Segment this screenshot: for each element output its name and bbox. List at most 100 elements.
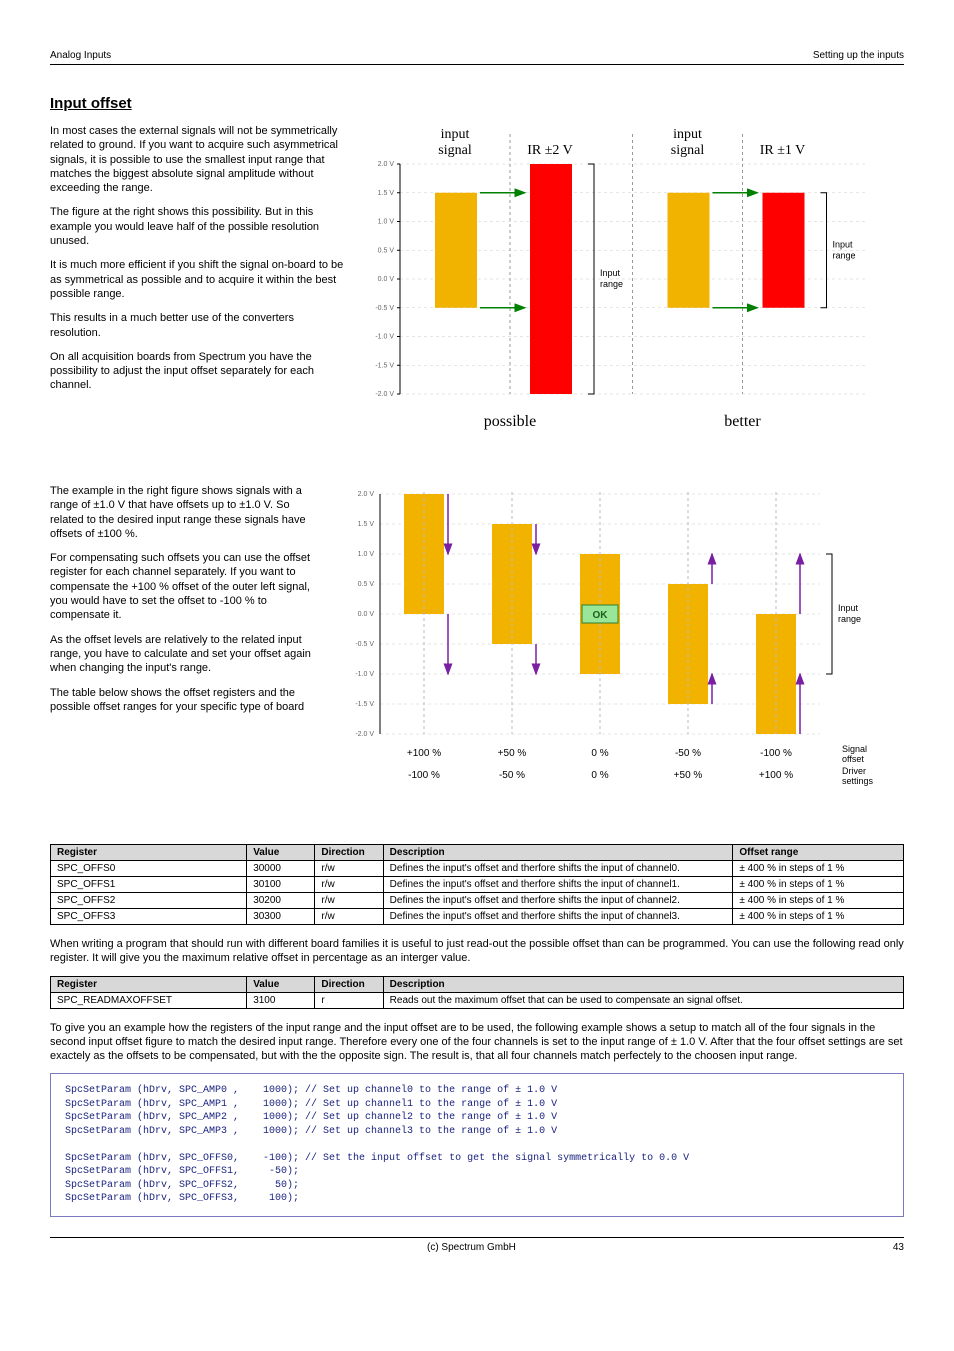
svg-text:signal: signal bbox=[671, 143, 705, 158]
para: On all acquisition boards from Spectrum … bbox=[50, 350, 345, 393]
table-header: Value bbox=[247, 845, 315, 861]
table-cell: r/w bbox=[315, 909, 383, 925]
table-cell: 30000 bbox=[247, 861, 315, 877]
table-cell: SPC_OFFS3 bbox=[51, 909, 247, 925]
para: In most cases the external signals will … bbox=[50, 124, 345, 195]
svg-text:2.0 V: 2.0 V bbox=[378, 161, 395, 168]
table-cell: Defines the input's offset and therfore … bbox=[383, 893, 733, 909]
svg-text:input: input bbox=[441, 127, 470, 142]
table-header: Register bbox=[51, 976, 247, 992]
para: The figure at the right shows this possi… bbox=[50, 205, 345, 248]
table-row: SPC_OFFS130100r/wDefines the input's off… bbox=[51, 877, 904, 893]
table-cell: r/w bbox=[315, 877, 383, 893]
svg-text:-1.0 V: -1.0 V bbox=[355, 671, 374, 678]
footer-rule bbox=[50, 1237, 904, 1238]
svg-text:-1.5 V: -1.5 V bbox=[375, 362, 394, 369]
svg-text:range: range bbox=[838, 614, 861, 624]
table-cell: 3100 bbox=[247, 992, 315, 1008]
svg-text:range: range bbox=[600, 279, 623, 289]
svg-text:OK: OK bbox=[593, 610, 609, 621]
svg-text:signal: signal bbox=[438, 143, 472, 158]
mid-text: The example in the right figure shows si… bbox=[50, 484, 325, 804]
table-cell: SPC_OFFS1 bbox=[51, 877, 247, 893]
chart1-container: 2.0 V1.5 V1.0 V0.5 V0.0 V-0.5 V-1.0 V-1.… bbox=[365, 124, 904, 444]
para: It is much more efficient if you shift t… bbox=[50, 258, 345, 301]
table-cell: SPC_READMAXOFFSET bbox=[51, 992, 247, 1008]
table-row: SPC_OFFS230200r/wDefines the input's off… bbox=[51, 893, 904, 909]
svg-text:+50 %: +50 % bbox=[674, 770, 703, 781]
table-cell: r bbox=[315, 992, 383, 1008]
svg-text:+100 %: +100 % bbox=[759, 770, 793, 781]
svg-text:input: input bbox=[673, 127, 702, 142]
svg-text:1.0 V: 1.0 V bbox=[378, 219, 395, 226]
table-cell: ± 400 % in steps of 1 % bbox=[733, 893, 904, 909]
code-example: SpcSetParam (hDrv, SPC_AMP0 , 1000); // … bbox=[50, 1073, 904, 1217]
svg-text:2.0 V: 2.0 V bbox=[358, 491, 375, 498]
table-cell: Reads out the maximum offset that can be… bbox=[383, 992, 903, 1008]
table-cell: SPC_OFFS0 bbox=[51, 861, 247, 877]
table-cell: Defines the input's offset and therfore … bbox=[383, 877, 733, 893]
svg-text:-50 %: -50 % bbox=[499, 770, 525, 781]
table-cell: 30100 bbox=[247, 877, 315, 893]
intro-text: In most cases the external signals will … bbox=[50, 124, 345, 444]
svg-text:0 %: 0 % bbox=[591, 748, 608, 759]
chart2-container: 2.0 V 1.5 V 1.0 V 0.5 V 0.0 V -0.5 V -1.0 V -1.… bbox=[345, 484, 904, 804]
para: As the offset levels are relatively to t… bbox=[50, 633, 325, 676]
para: The table below shows the offset registe… bbox=[50, 686, 325, 715]
readmax-register-table: RegisterValueDirectionDescriptionSPC_REA… bbox=[50, 976, 904, 1009]
svg-text:0.5 V: 0.5 V bbox=[358, 581, 375, 588]
table-cell: ± 400 % in steps of 1 % bbox=[733, 877, 904, 893]
header-rule bbox=[50, 64, 904, 65]
svg-text:-100 %: -100 % bbox=[760, 748, 792, 759]
header-right: Setting up the inputs bbox=[813, 50, 904, 61]
table-cell: 30200 bbox=[247, 893, 315, 909]
table-row: SPC_READMAXOFFSET3100rReads out the maxi… bbox=[51, 992, 904, 1008]
table-cell: Defines the input's offset and therfore … bbox=[383, 861, 733, 877]
table-header: Value bbox=[247, 976, 315, 992]
table-row: SPC_OFFS030000r/wDefines the input's off… bbox=[51, 861, 904, 877]
svg-text:Input: Input bbox=[833, 239, 854, 249]
para: For compensating such offsets you can us… bbox=[50, 551, 325, 622]
table-header: Direction bbox=[315, 845, 383, 861]
svg-text:1.5 V: 1.5 V bbox=[358, 521, 375, 528]
para: To give you an example how the registers… bbox=[50, 1021, 904, 1064]
svg-text:offset: offset bbox=[842, 754, 864, 764]
svg-text:1.0 V: 1.0 V bbox=[358, 551, 375, 558]
header-left: Analog Inputs bbox=[50, 50, 111, 61]
svg-text:Driver: Driver bbox=[842, 766, 866, 776]
table-cell: ± 400 % in steps of 1 % bbox=[733, 909, 904, 925]
footer-right: 43 bbox=[893, 1242, 904, 1253]
svg-text:1.5 V: 1.5 V bbox=[378, 190, 395, 197]
svg-text:possible: possible bbox=[484, 413, 536, 430]
svg-text:Signal: Signal bbox=[842, 744, 867, 754]
svg-text:+100 %: +100 % bbox=[407, 748, 441, 759]
svg-text:0.0 V: 0.0 V bbox=[358, 611, 375, 618]
svg-text:+50 %: +50 % bbox=[498, 748, 527, 759]
svg-text:Input: Input bbox=[838, 603, 859, 613]
svg-text:-1.5 V: -1.5 V bbox=[355, 701, 374, 708]
table-cell: 30300 bbox=[247, 909, 315, 925]
svg-text:IR ±1 V: IR ±1 V bbox=[760, 143, 806, 158]
table-header: Offset range bbox=[733, 845, 904, 861]
table-header: Register bbox=[51, 845, 247, 861]
table-cell: r/w bbox=[315, 861, 383, 877]
footer-center: (c) Spectrum GmbH bbox=[427, 1242, 516, 1253]
chart2: 2.0 V 1.5 V 1.0 V 0.5 V 0.0 V -0.5 V -1.0 V -1.… bbox=[345, 484, 890, 804]
offset-register-table: RegisterValueDirectionDescriptionOffset … bbox=[50, 844, 904, 925]
svg-text:-1.0 V: -1.0 V bbox=[375, 334, 394, 341]
svg-text:Input: Input bbox=[600, 268, 621, 278]
svg-text:-0.5 V: -0.5 V bbox=[355, 641, 374, 648]
section-title: Input offset bbox=[50, 95, 904, 112]
table-header: Description bbox=[383, 976, 903, 992]
svg-text:-100 %: -100 % bbox=[408, 770, 440, 781]
table-cell: ± 400 % in steps of 1 % bbox=[733, 861, 904, 877]
table-header: Description bbox=[383, 845, 733, 861]
table-cell: r/w bbox=[315, 893, 383, 909]
svg-text:settings: settings bbox=[842, 776, 874, 786]
svg-text:-50 %: -50 % bbox=[675, 748, 701, 759]
svg-text:0.0 V: 0.0 V bbox=[378, 276, 395, 283]
svg-text:-2.0 V: -2.0 V bbox=[375, 391, 394, 398]
svg-text:range: range bbox=[833, 250, 856, 260]
table-cell: SPC_OFFS2 bbox=[51, 893, 247, 909]
para: When writing a program that should run w… bbox=[50, 937, 904, 966]
